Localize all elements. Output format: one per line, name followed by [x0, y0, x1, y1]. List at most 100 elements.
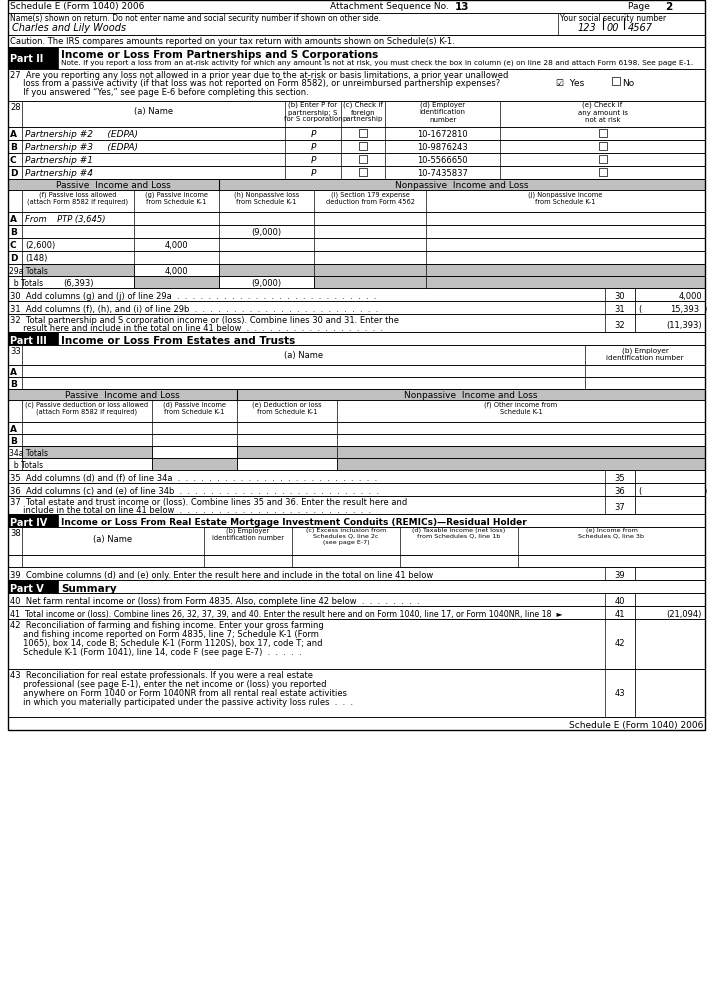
Bar: [605, 606, 635, 619]
Text: 10-9876243: 10-9876243: [417, 143, 468, 152]
Bar: [8, 400, 705, 422]
Text: result here and include in the total on line 41 below  .  .  .  .  .  .  .  .  .: result here and include in the total on …: [10, 324, 383, 333]
Text: ): ): [703, 487, 707, 496]
Text: (: (: [638, 487, 641, 496]
Bar: [8, 212, 705, 225]
Text: (148): (148): [25, 254, 47, 263]
Bar: [8, 332, 58, 345]
Text: include in the total on line 41 below  .  .  .  .  .  .  .  .  .  .  .  .  .  . : include in the total on line 41 below . …: [10, 506, 371, 515]
Text: 41: 41: [615, 610, 625, 619]
Text: 4,000: 4,000: [678, 292, 702, 301]
Text: A: A: [10, 215, 17, 224]
Text: 37: 37: [615, 503, 625, 512]
Text: ☑  Yes: ☑ Yes: [556, 79, 584, 88]
Text: Summary: Summary: [61, 584, 117, 594]
Text: Page: Page: [628, 2, 652, 11]
Text: Passive  Income and Loss: Passive Income and Loss: [56, 181, 171, 190]
Bar: [8, 0, 705, 13]
Text: Partnership #4: Partnership #4: [25, 169, 93, 178]
Text: 2: 2: [665, 2, 672, 12]
Bar: [635, 593, 705, 606]
Bar: [22, 264, 134, 276]
Text: Your social security number: Your social security number: [560, 14, 666, 23]
Bar: [605, 314, 635, 332]
Text: (c) Passive deduction or loss allowed
(attach Form 8582 if required): (c) Passive deduction or loss allowed (a…: [26, 401, 148, 415]
Bar: [8, 514, 705, 527]
Bar: [605, 301, 635, 314]
Bar: [8, 314, 705, 332]
Text: 15,393: 15,393: [670, 305, 699, 314]
Bar: [605, 288, 635, 301]
Text: 1065), box 14, code B; Schedule K-1 (Form 1120S), box 17, code T; and: 1065), box 14, code B; Schedule K-1 (For…: [10, 639, 322, 648]
Bar: [8, 238, 705, 251]
Bar: [605, 567, 635, 580]
Text: (j) Nonpassive income
from Schedule K-1: (j) Nonpassive income from Schedule K-1: [528, 191, 602, 205]
Text: 13: 13: [455, 2, 469, 12]
Text: 35: 35: [615, 474, 625, 483]
Bar: [8, 251, 705, 264]
Text: loss from a passive activity (if that loss was not reported on Form 8582), or un: loss from a passive activity (if that lo…: [10, 79, 501, 88]
Text: (f) Passive loss allowed
(attach Form 8582 if required): (f) Passive loss allowed (attach Form 85…: [27, 191, 128, 205]
Text: D: D: [10, 254, 18, 263]
Text: 10-5566650: 10-5566650: [417, 156, 468, 165]
Bar: [152, 458, 237, 470]
Bar: [635, 301, 705, 314]
Bar: [8, 153, 705, 166]
Text: professional (see page E-1), enter the net income or (loss) you reported: professional (see page E-1), enter the n…: [10, 680, 327, 689]
Bar: [605, 593, 635, 606]
Text: 43: 43: [615, 689, 625, 698]
Text: B: B: [10, 437, 17, 446]
Bar: [8, 593, 705, 606]
Text: 33: 33: [10, 347, 21, 356]
Bar: [8, 276, 705, 288]
Text: B: B: [10, 380, 17, 389]
Bar: [8, 166, 705, 179]
Text: and fishing income reported on Form 4835, line 7; Schedule K-1 (Form: and fishing income reported on Form 4835…: [10, 630, 319, 639]
Text: Partnership #2     (EDPA): Partnership #2 (EDPA): [25, 130, 138, 139]
Bar: [8, 140, 705, 153]
Bar: [8, 717, 705, 730]
Bar: [8, 580, 58, 593]
Bar: [605, 470, 635, 483]
Bar: [635, 483, 705, 496]
Text: 31: 31: [615, 305, 625, 314]
Text: 31  Add columns (f), (h), and (i) of line 29b  .  .  .  .  .  .  .  .  .  .  .  : 31 Add columns (f), (h), and (i) of line…: [10, 305, 379, 314]
Text: (: (: [638, 305, 641, 314]
Text: A: A: [10, 130, 17, 139]
Text: (h) Nonpassive loss
from Schedule K-1: (h) Nonpassive loss from Schedule K-1: [234, 191, 299, 205]
Bar: [635, 288, 705, 301]
Text: (b) Enter P for
partnership; S
for S corporation: (b) Enter P for partnership; S for S cor…: [284, 102, 342, 122]
Bar: [8, 669, 705, 717]
Bar: [8, 389, 237, 400]
Text: Schedule K-1 (Form 1041), line 14, code F (see page E-7)  .  .  .  .  .: Schedule K-1 (Form 1041), line 14, code …: [10, 648, 302, 657]
Text: (a) Name: (a) Name: [284, 351, 323, 360]
Text: (a) Name: (a) Name: [134, 107, 173, 116]
Text: (f) Other income from
Schedule K-1: (f) Other income from Schedule K-1: [484, 401, 558, 414]
Text: B: B: [10, 143, 17, 152]
Text: 32  Total partnership and S corporation income or (loss). Combine lines 30 and 3: 32 Total partnership and S corporation i…: [10, 316, 399, 325]
Bar: [314, 276, 705, 288]
Bar: [635, 606, 705, 619]
Bar: [635, 567, 705, 580]
Bar: [8, 527, 705, 555]
Bar: [8, 483, 705, 496]
Bar: [359, 168, 367, 176]
Bar: [8, 470, 705, 483]
Text: Charles and Lily Woods: Charles and Lily Woods: [12, 23, 126, 33]
Bar: [8, 69, 705, 101]
Bar: [8, 606, 705, 619]
Text: anywhere on Form 1040 or Form 1040NR from all rental real estate activities: anywhere on Form 1040 or Form 1040NR fro…: [10, 689, 347, 698]
Bar: [635, 619, 705, 669]
Bar: [8, 514, 58, 527]
Text: Name(s) shown on return. Do not enter name and social security number if shown o: Name(s) shown on return. Do not enter na…: [10, 14, 381, 23]
Text: Part IV: Part IV: [10, 518, 47, 528]
Text: 27  Are you reporting any loss not allowed in a prior year due to the at-risk or: 27 Are you reporting any loss not allowe…: [10, 71, 508, 80]
Bar: [8, 555, 705, 567]
Bar: [605, 619, 635, 669]
Text: A: A: [10, 368, 17, 377]
Text: (b) Employer
identification number: (b) Employer identification number: [212, 528, 284, 541]
Bar: [8, 496, 705, 514]
Bar: [598, 142, 607, 150]
Bar: [605, 496, 635, 514]
Text: 123: 123: [578, 23, 597, 33]
